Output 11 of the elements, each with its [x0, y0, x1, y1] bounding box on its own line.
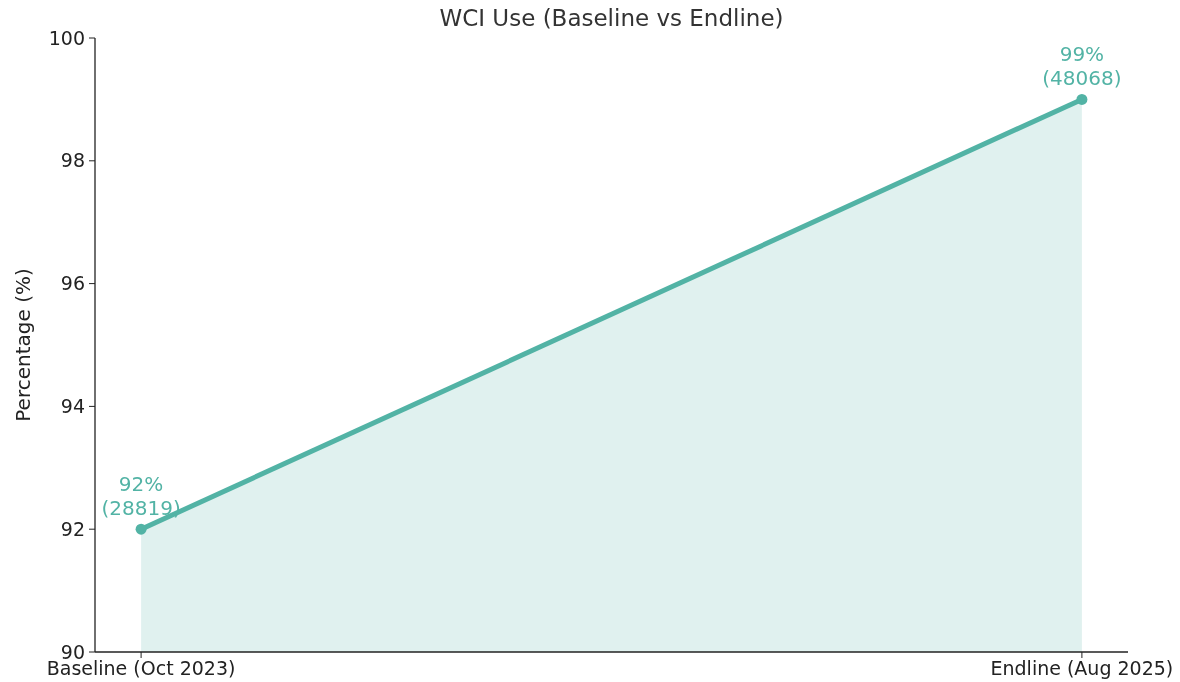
data-label: 92% (28819) — [101, 472, 181, 521]
y-tick-label: 96 — [60, 272, 85, 295]
y-axis-title: Percentage (%) — [11, 268, 35, 422]
y-tick-label: 90 — [60, 640, 85, 663]
y-tick-label: 92 — [60, 517, 85, 540]
y-tick-label: 94 — [60, 395, 85, 418]
y-tick-label: 98 — [60, 149, 85, 172]
chart-title: WCI Use (Baseline vs Endline) — [439, 5, 784, 31]
y-tick-label: 100 — [48, 26, 85, 49]
x-tick-label: Endline (Aug 2025) — [990, 657, 1174, 679]
data-label: 99% (48068) — [1042, 42, 1122, 91]
